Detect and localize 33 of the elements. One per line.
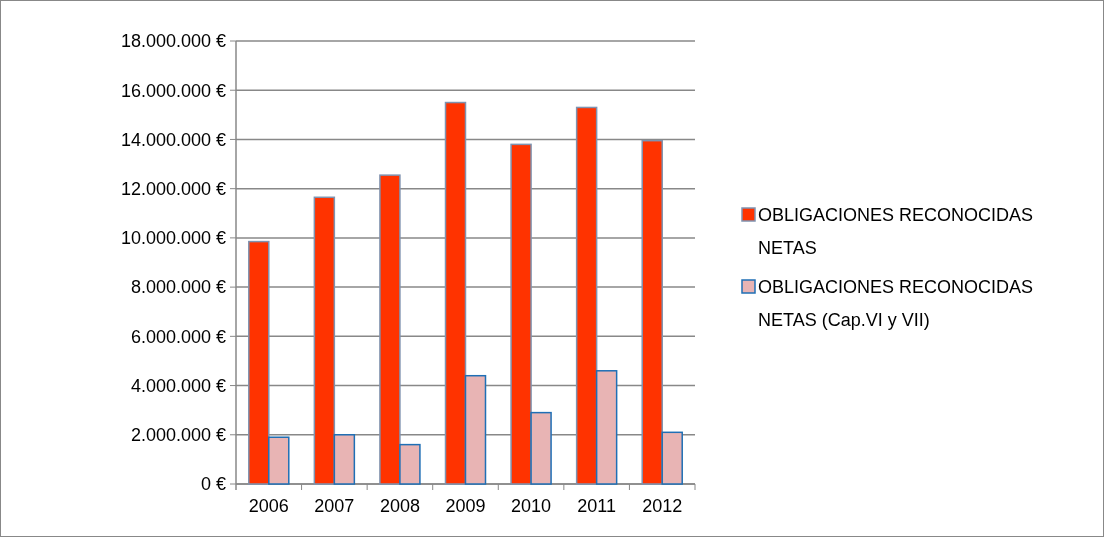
- x-tick-label: 2010: [511, 496, 552, 516]
- legend-label: OBLIGACIONES RECONOCIDAS NETAS (Cap.VI y VII): [758, 277, 1034, 331]
- bar: [444, 101, 467, 485]
- bar: [575, 106, 598, 485]
- x-tick-label: 2012: [642, 496, 683, 516]
- bar: [333, 434, 356, 485]
- bar: [464, 374, 487, 485]
- y-tick-label: 2.000.000 €: [130, 425, 226, 446]
- y-tick-label: 0 €: [200, 474, 226, 495]
- bar: [661, 431, 683, 485]
- bar: [530, 411, 552, 485]
- y-tick-label: 4.000.000 €: [130, 375, 226, 396]
- legend-label: OBLIGACIONES RECONOCIDAS NETAS: [758, 205, 1034, 259]
- y-tick-label: 12.000.000 €: [120, 178, 226, 199]
- y-tick-label: 6.000.000 €: [130, 326, 226, 347]
- x-tick-label: 2011: [577, 496, 616, 516]
- x-tick-label: 2006: [248, 496, 289, 516]
- y-tick-label: 14.000.000 €: [120, 129, 226, 150]
- bar: [248, 240, 270, 485]
- bar: [399, 443, 421, 485]
- bar: [313, 196, 336, 485]
- y-tick-label: 16.000.000 €: [120, 80, 226, 101]
- y-tick-label: 18.000.000 €: [120, 31, 226, 52]
- y-tick-label: 10.000.000 €: [120, 228, 226, 249]
- bar: [641, 139, 663, 485]
- x-tick-label: 2008: [379, 496, 420, 516]
- bar: [595, 370, 618, 485]
- y-tick-label: 8.000.000 €: [130, 277, 226, 298]
- bar: [268, 436, 290, 485]
- x-tick-label: 2007: [314, 496, 355, 516]
- bar: [510, 143, 532, 485]
- bar: [379, 174, 401, 485]
- x-tick-label: 2009: [445, 496, 486, 516]
